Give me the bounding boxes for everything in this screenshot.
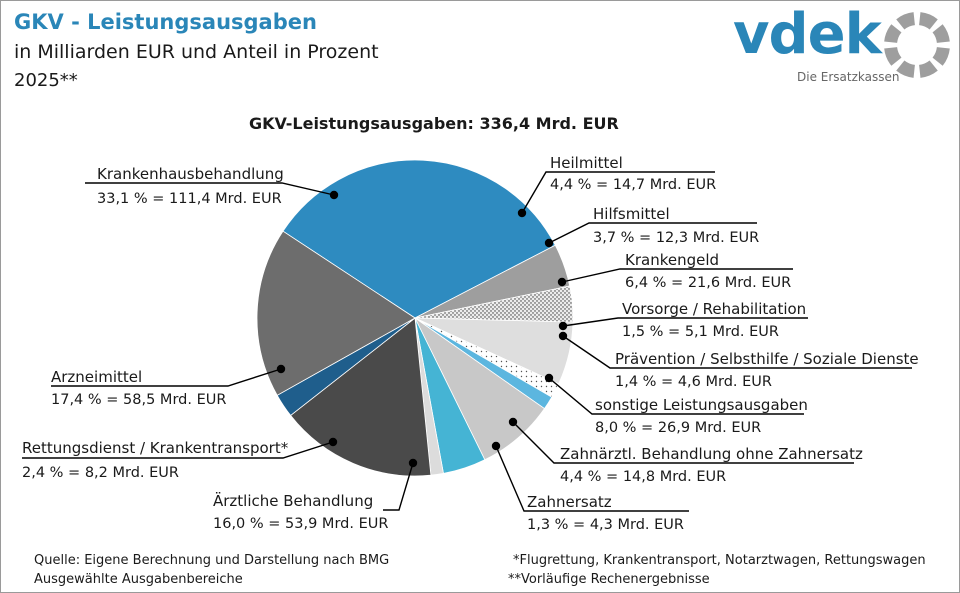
footer-note-1: *Flugrettung, Krankentransport, Notarztw…: [513, 553, 926, 568]
leader-line: [562, 317, 808, 327]
leader-line: [521, 171, 715, 214]
logo-ring-segment: [932, 47, 950, 66]
slice-label-value: 33,1 % = 111,4 Mrd. EUR: [97, 191, 282, 207]
slice-label-name: Prävention / Selbsthilfe / Soziale Diens…: [615, 350, 919, 368]
leader-line: [562, 335, 912, 369]
slice-label-value: 1,3 % = 4,3 Mrd. EUR: [527, 517, 684, 533]
slice-label-value: 4,4 % = 14,7 Mrd. EUR: [550, 177, 716, 193]
slice-label-name: Arzneimittel: [51, 368, 142, 386]
leader-dot: [544, 373, 554, 383]
leader-dot: [491, 441, 501, 451]
leader-line: [51, 368, 282, 387]
slice-label-value: 1,4 % = 4,6 Mrd. EUR: [615, 374, 772, 390]
leader-dot: [329, 190, 339, 200]
leader-dot: [517, 208, 527, 218]
slice-label-value: 8,0 % = 26,9 Mrd. EUR: [595, 420, 761, 436]
slice-label-value: 2,4 % = 8,2 Mrd. EUR: [22, 465, 179, 481]
leader-line: [383, 462, 414, 511]
slice-label-name: Heilmittel: [550, 154, 623, 172]
slice-label-name: Zahnersatz: [527, 493, 612, 511]
leader-line: [495, 445, 689, 512]
chart-total-label: GKV-Leistungsausgaben: 336,4 Mrd. EUR: [249, 114, 619, 133]
logo-ring-segment: [884, 24, 902, 43]
leader-line: [548, 222, 757, 244]
leader-line: [512, 421, 854, 464]
slice-label-value: 1,5 % = 5,1 Mrd. EUR: [622, 324, 779, 340]
page-title: GKV - Leistungsausgaben: [14, 10, 317, 34]
pie-slice-aerztliche-behandlung: [290, 317, 432, 477]
logo-ring-segment: [919, 12, 938, 30]
slice-label-value: 4,4 % = 14,8 Mrd. EUR: [560, 469, 726, 485]
logo-ring-segment: [919, 60, 938, 78]
page-subtitle: in Milliarden EUR und Anteil in Prozent: [14, 41, 379, 63]
logo-wordmark: vdek: [733, 2, 882, 67]
slice-label-name: Krankenhausbehandlung: [97, 165, 284, 183]
leader-dot: [276, 364, 286, 374]
leader-line: [85, 182, 335, 196]
leader-dot: [558, 331, 568, 341]
leader-dot: [408, 458, 418, 468]
slice-label-name: Rettungsdienst / Krankentransport*: [22, 439, 289, 457]
slice-label-name: Vorsorge / Rehabilitation: [622, 300, 806, 318]
logo-ring-segment: [896, 12, 915, 30]
slice-label-value: 16,0 % = 53,9 Mrd. EUR: [213, 516, 388, 532]
logo-ring-segment: [896, 60, 915, 78]
leader-dot: [328, 437, 338, 447]
slice-label-name: sonstige Leistungsausgaben: [595, 396, 808, 414]
leader-dot: [544, 238, 554, 248]
logo-ring-segment: [884, 47, 902, 66]
page-year: 2025**: [14, 70, 78, 91]
leader-dot: [558, 321, 568, 331]
slice-label-name: Krankengeld: [625, 251, 719, 269]
leader-dot: [508, 417, 518, 427]
slice-label-value: 3,7 % = 12,3 Mrd. EUR: [593, 230, 759, 246]
slice-label-name: Hilfsmittel: [593, 205, 670, 223]
slice-label-value: 17,4 % = 58,5 Mrd. EUR: [51, 392, 226, 408]
footer-note-2: **Vorläufige Rechenergebnisse: [508, 572, 710, 587]
vdek-logo: vdek Die Ersatzkassen: [733, 2, 953, 88]
slice-label-name: Zahnärztl. Behandlung ohne Zahnersatz: [560, 445, 863, 463]
logo-ring-segment: [932, 24, 950, 43]
pie-slice-krankenhausbehandlung: [282, 159, 556, 319]
slice-label-value: 6,4 % = 21,6 Mrd. EUR: [625, 275, 791, 291]
logo-tagline: Die Ersatzkassen: [797, 70, 900, 84]
footer-source: Quelle: Eigene Berechnung und Darstellun…: [34, 553, 390, 568]
leader-line: [22, 441, 334, 459]
footer-selection: Ausgewählte Ausgabenbereiche: [34, 572, 243, 587]
pie-slice-arzneimittel: [256, 230, 416, 396]
logo-ring-icon: [884, 12, 950, 78]
slice-label-name: Ärztliche Behandlung: [213, 491, 373, 510]
leader-dot: [557, 277, 567, 287]
leader-line: [548, 377, 804, 415]
leader-line: [561, 268, 793, 283]
